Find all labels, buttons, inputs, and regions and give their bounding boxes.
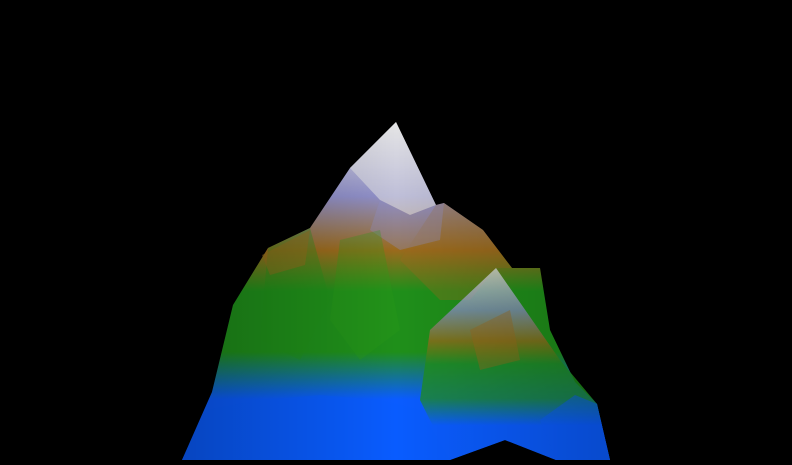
shading-overlay — [182, 122, 610, 460]
